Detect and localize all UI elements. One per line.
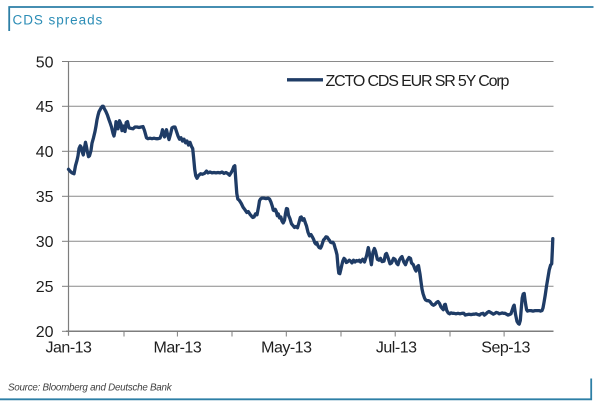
svg-text:CDS spreads: CDS spreads [13, 13, 104, 28]
svg-text:20: 20 [36, 324, 54, 341]
svg-text:ZCTO CDS EUR SR 5Y Corp: ZCTO CDS EUR SR 5Y Corp [326, 73, 510, 90]
svg-text:Sep-13: Sep-13 [481, 340, 530, 357]
svg-text:Mar-13: Mar-13 [154, 340, 202, 357]
svg-text:Jul-13: Jul-13 [376, 340, 417, 357]
svg-text:40: 40 [36, 144, 54, 161]
svg-text:35: 35 [36, 189, 54, 206]
svg-text:50: 50 [36, 54, 54, 71]
svg-text:45: 45 [36, 99, 54, 116]
svg-text:Source: Bloomberg and Deutsche: Source: Bloomberg and Deutsche Bank [8, 382, 173, 393]
svg-text:30: 30 [36, 234, 54, 251]
svg-text:Jan-13: Jan-13 [46, 340, 93, 357]
svg-text:May-13: May-13 [261, 340, 312, 357]
svg-text:25: 25 [36, 279, 54, 296]
